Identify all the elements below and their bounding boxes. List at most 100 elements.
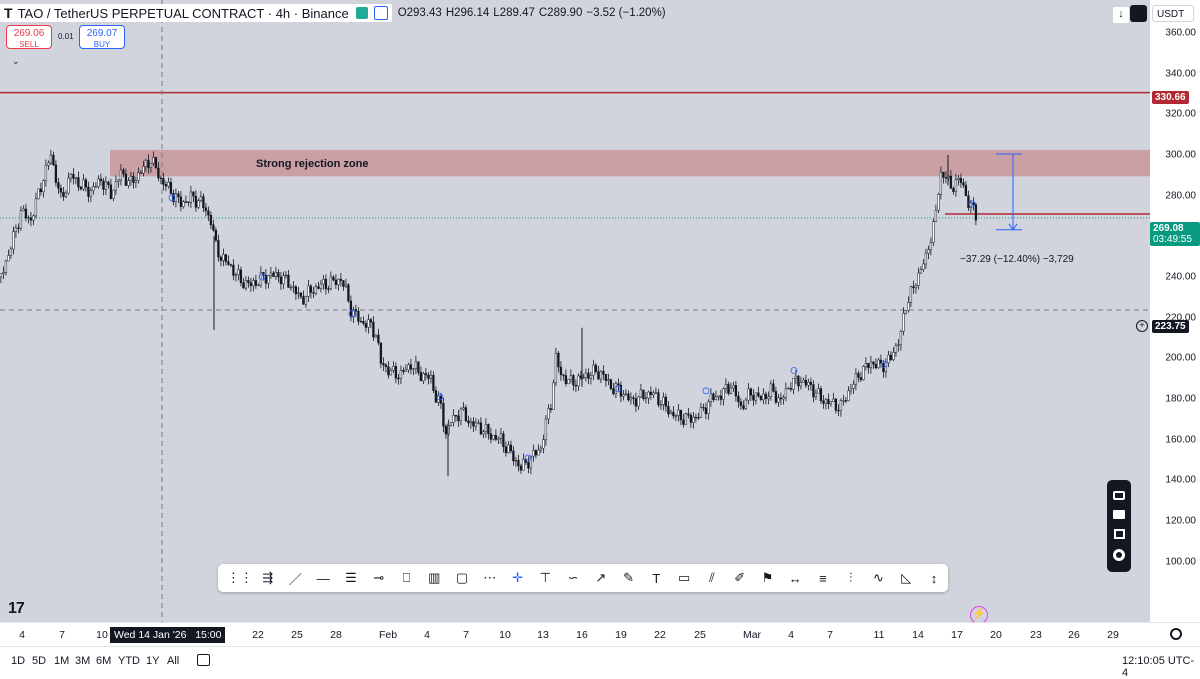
fib-icon[interactable]: ⫽ (708, 570, 715, 585)
candle-bull (482, 431, 485, 435)
currency-selector[interactable]: USDT (1152, 5, 1194, 22)
collapse-chevron-icon[interactable]: ⌄ (12, 56, 20, 66)
tradingview-logo[interactable]: 17 (8, 600, 25, 617)
range-button-1m[interactable]: 1M (54, 655, 70, 667)
candle-bear (519, 465, 523, 471)
price-chart[interactable]: Strong rejection zone −37.29 (−12.40%) −3… (0, 0, 1150, 622)
copy-icon[interactable] (1113, 529, 1125, 539)
drag-handle-icon[interactable]: ⋮⋮ (226, 570, 253, 585)
horizontal-ray-icon[interactable]: ⊸ (373, 570, 385, 585)
lightning-icon[interactable]: ⚡ (970, 606, 988, 622)
candle-bear (299, 292, 303, 297)
candle-bull (269, 272, 273, 277)
range-button-6m[interactable]: 6M (96, 655, 112, 667)
settings-gear-icon[interactable] (1113, 549, 1125, 561)
candle-bull (282, 275, 285, 285)
candle-bull (577, 375, 580, 387)
time-axis[interactable]: 471019222528Feb47101316192225Mar47111417… (0, 622, 1200, 647)
candle-bull (709, 393, 713, 403)
fullscreen-icon[interactable] (1130, 5, 1147, 22)
time-tick: 7 (463, 629, 469, 641)
flag-icon[interactable]: ⚑ (761, 570, 774, 585)
path-icon[interactable]: ⋯ (483, 570, 497, 585)
last-price-value: 269.08 (1153, 223, 1184, 234)
brush-icon[interactable]: ✎ (623, 570, 635, 585)
time-tick: 4 (19, 629, 25, 641)
range-button-3m[interactable]: 3M (75, 655, 91, 667)
candle-bull (954, 179, 958, 192)
parallel-channel-icon[interactable]: ☰ (345, 570, 357, 585)
price-tick: 160.00 (1165, 434, 1196, 446)
chart-area[interactable]: Strong rejection zone −37.29 (−12.40%) −3… (0, 0, 1150, 622)
candle-bear (444, 425, 448, 435)
candle-bull (652, 392, 655, 395)
arrow-icon[interactable]: ↗ (595, 570, 607, 585)
candle-bull (547, 408, 550, 420)
rectangle-icon[interactable]: ▢ (455, 570, 469, 585)
camera-icon[interactable] (1113, 491, 1125, 500)
candle-bull (307, 285, 310, 297)
forecast-icon[interactable]: ⫶ (849, 570, 853, 585)
candle-bull (244, 280, 248, 289)
last-price-label: 269.08 03:49:55 (1150, 222, 1200, 246)
sell-button[interactable]: 269.06 SELL (6, 25, 52, 49)
candle-bull (199, 196, 203, 201)
symbol-chip[interactable]: T TAO / TetherUS PERPETUAL CONTRACT · 4h… (0, 4, 392, 22)
cross-line-icon[interactable]: ✛ (512, 570, 523, 585)
price-tick: 280.00 (1165, 190, 1196, 202)
candle-bull (2, 272, 5, 274)
axis-settings-icon[interactable] (1170, 628, 1182, 640)
download-icon[interactable]: ↓ (1112, 6, 1130, 24)
range-button-1y[interactable]: 1Y (146, 655, 160, 667)
candle-bull (684, 413, 688, 425)
range-button-ytd[interactable]: YTD (118, 655, 140, 667)
elliott-wave-icon[interactable]: ∿ (873, 570, 884, 585)
triangle-icon[interactable]: ◺ (901, 570, 912, 585)
ray-tool-icon[interactable]: ⇶ (262, 570, 274, 585)
range-button-1d[interactable]: 1D (11, 655, 26, 667)
date-range-calendar-icon[interactable] (197, 654, 210, 666)
pencil-icon[interactable]: ✐ (734, 570, 746, 585)
candle-bear (357, 310, 360, 322)
candle-bull (284, 274, 288, 277)
candle-bull (537, 449, 540, 456)
vertical-line-icon[interactable]: ↕ (930, 570, 938, 586)
candle-bear (77, 177, 80, 188)
symbol-title[interactable]: TAO / TetherUS PERPETUAL CONTRACT · 4h ·… (17, 5, 349, 21)
horizontal-line-icon[interactable]: — (316, 570, 330, 586)
candle-bear (959, 178, 963, 183)
candle-bear (217, 240, 220, 258)
candle-bull (47, 162, 50, 166)
text-anchor-icon[interactable]: ⊤ (539, 570, 551, 585)
text-icon[interactable]: T (652, 570, 661, 586)
candle-bull (197, 200, 200, 208)
crosshair-plus-icon[interactable]: + (1136, 320, 1148, 332)
candle-bull (722, 388, 725, 400)
candle-bull (4, 260, 8, 273)
trend-line-icon[interactable]: ／ (288, 571, 302, 587)
date-price-range-icon[interactable]: ≡ (819, 570, 827, 586)
resistance-price-label: 330.66 (1152, 91, 1189, 104)
candle-bull (44, 165, 48, 181)
candle-bear (232, 264, 235, 276)
clock-display[interactable]: 12:10:05 UTC-4 (1122, 655, 1195, 679)
candle-bear (572, 375, 575, 386)
range-button-all[interactable]: All (167, 655, 180, 667)
video-icon[interactable] (1113, 510, 1125, 519)
price-axis[interactable]: ↓ USDT 360.00340.00320.00300.00280.00260… (1112, 0, 1200, 622)
range-button-5d[interactable]: 5D (32, 655, 47, 667)
candle-bear (844, 400, 848, 402)
candle-bull (34, 198, 38, 217)
buy-button[interactable]: 269.07 BUY (79, 25, 125, 49)
eye-icon[interactable] (373, 6, 388, 20)
date-range-icon[interactable]: ↔ (788, 570, 802, 586)
curve-icon[interactable]: ∽ (567, 570, 579, 585)
candle-bear (857, 373, 860, 378)
time-tick: 23 (1030, 629, 1042, 641)
candle-bull (607, 379, 610, 381)
callout-icon[interactable]: ⎕ (402, 570, 411, 585)
candle-bull (329, 276, 333, 289)
note-icon[interactable]: ▭ (677, 570, 691, 585)
candle-bull (794, 375, 798, 379)
long-position-icon[interactable]: ▥ (428, 570, 441, 585)
